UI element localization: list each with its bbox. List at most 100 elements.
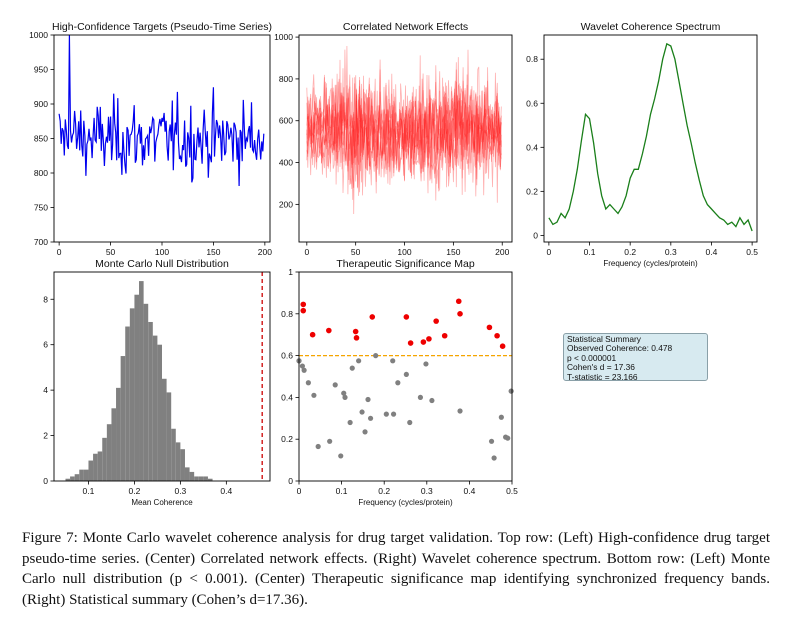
- nonsignificant-point: [423, 361, 429, 367]
- x-tick-label: 0: [297, 486, 302, 496]
- network-series-line: [306, 77, 502, 196]
- x-tick-label: 50: [351, 247, 361, 257]
- histogram-bar: [125, 326, 130, 481]
- significant-point: [309, 331, 316, 338]
- significant-point: [352, 328, 359, 335]
- y-tick-label: 400: [279, 158, 293, 168]
- significant-point: [326, 327, 332, 334]
- histogram-bar: [152, 335, 158, 481]
- x-tick-label: 150: [206, 247, 220, 257]
- nonsignificant-point: [332, 382, 338, 388]
- network-series-line: [306, 65, 502, 196]
- nonsignificant-point: [342, 394, 348, 400]
- nonsignificant-point: [505, 435, 511, 441]
- histogram-bar: [157, 344, 162, 481]
- nonsignificant-point: [508, 388, 514, 394]
- nonsignificant-point: [315, 443, 321, 450]
- y-tick-label: 6: [43, 340, 48, 350]
- nonsignificant-point: [347, 419, 353, 426]
- nonsignificant-point: [395, 380, 401, 386]
- histogram-bar: [83, 469, 89, 481]
- chart-title: Monte Carlo Null Distribution: [95, 258, 229, 270]
- histogram-bar: [134, 294, 140, 481]
- significant-point: [369, 314, 376, 320]
- histogram-bar: [175, 442, 181, 481]
- histogram-bar: [116, 387, 121, 481]
- axes-frame: [53, 34, 271, 243]
- y-tick-label: 700: [34, 237, 48, 247]
- nonsignificant-point: [311, 392, 317, 398]
- nonsignificant-point: [327, 438, 333, 444]
- x-tick-label: 0: [547, 247, 552, 257]
- nonsignificant-point: [390, 358, 396, 364]
- summary-t-statistic: T-statistic = 23.166: [567, 371, 638, 382]
- histogram-bar: [184, 467, 190, 481]
- x-tick-label: 0.1: [584, 247, 596, 257]
- histogram-bar: [143, 303, 149, 481]
- nonsignificant-point: [362, 429, 368, 435]
- histogram-bar: [74, 474, 80, 481]
- nonsignificant-point: [390, 411, 397, 417]
- y-tick-label: 950: [34, 65, 48, 75]
- chart-title: Wavelet Coherence Spectrum: [581, 21, 721, 33]
- significant-point: [499, 343, 506, 349]
- histogram-bar: [65, 478, 71, 481]
- significant-point: [353, 335, 360, 341]
- y-tick-label: 0: [288, 476, 293, 486]
- nonsignificant-point: [417, 394, 424, 400]
- histogram-bar: [180, 449, 185, 481]
- x-tick-label: 0.5: [506, 486, 518, 496]
- x-tick-label: 0.2: [378, 486, 390, 496]
- network-series-line: [306, 59, 502, 201]
- nonsignificant-point: [457, 408, 463, 414]
- x-tick-label: 0.2: [129, 486, 141, 496]
- y-tick-label: 0.2: [281, 434, 293, 444]
- x-tick-label: 0.4: [706, 247, 718, 257]
- chart-significance: Therapeutic Significance Map 0 0.1 0.2 0.3 0.…: [281, 258, 518, 507]
- nonsignificant-point: [359, 409, 365, 415]
- y-tick-label: 2: [43, 431, 48, 441]
- y-tick-label: 0.2: [526, 186, 538, 196]
- y-tick-label: 800: [279, 74, 293, 84]
- x-tick-label: 0.3: [174, 486, 186, 496]
- figure-caption: Figure 7: Monte Carlo wavelet coherence …: [22, 530, 770, 608]
- x-tick-label: 0.3: [421, 486, 433, 496]
- nonsignificant-point: [338, 453, 344, 459]
- chart-title: Therapeutic Significance Map: [336, 258, 474, 270]
- chart-histogram: Monte Carlo Null Distribution 0.1 0.2 0.3 0.…: [43, 258, 271, 507]
- nonsignificant-point: [403, 371, 409, 378]
- axes-frame: [298, 271, 513, 482]
- y-tick-label: 200: [279, 199, 293, 209]
- x-tick-label: 50: [106, 247, 116, 257]
- x-tick-label: 0.4: [220, 486, 232, 496]
- x-tick-label: 0.4: [463, 486, 475, 496]
- y-tick-label: 750: [34, 203, 48, 213]
- chart-title: Correlated Network Effects: [343, 21, 468, 33]
- y-tick-label: 8: [43, 294, 48, 304]
- summary-observed-coherence: Observed Coherence: 0.478: [567, 343, 673, 354]
- significant-point: [494, 332, 500, 339]
- x-tick-label: 0: [304, 247, 309, 257]
- x-tick-label: 0.5: [746, 247, 758, 257]
- nonsignificant-point: [341, 390, 347, 396]
- y-tick-label: 0.6: [281, 351, 293, 361]
- significant-point: [455, 298, 462, 305]
- x-tick-label: 100: [155, 247, 169, 257]
- significant-point: [403, 314, 410, 320]
- nonsignificant-point: [491, 455, 497, 461]
- x-tick-label: 0.1: [336, 486, 348, 496]
- chart-title: High-Confidence Targets (Pseudo-Time Ser…: [52, 21, 272, 33]
- significant-point: [486, 324, 493, 331]
- significant-point: [433, 318, 439, 324]
- histogram-bar: [166, 392, 172, 481]
- summary-cohens-d: Cohen's d = 17.36: [567, 362, 635, 373]
- significant-point: [300, 301, 307, 308]
- histogram-bar: [162, 378, 167, 481]
- x-tick-label: 150: [446, 247, 460, 257]
- nonsignificant-point: [383, 411, 389, 417]
- y-tick-label: 800: [34, 168, 48, 178]
- axes-frame: [298, 34, 513, 243]
- significant-point: [441, 332, 448, 339]
- x-tick-label: 0.3: [665, 247, 677, 257]
- y-tick-label: 4: [43, 385, 48, 395]
